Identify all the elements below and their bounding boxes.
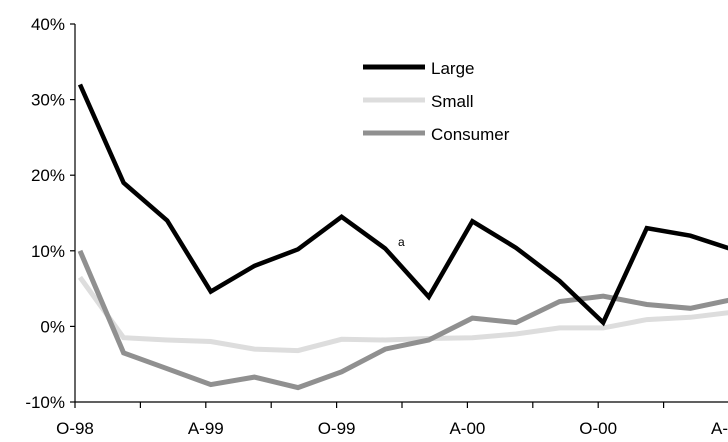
x-tick-label: A-99 (188, 419, 224, 438)
y-tick-label: 10% (31, 242, 65, 261)
x-tick-label: O-98 (56, 419, 94, 438)
y-tick-label: 30% (31, 91, 65, 110)
legend-item-large: Large (363, 59, 474, 78)
x-tick-label: A-00 (449, 419, 485, 438)
legend: Large Small Consumer (363, 59, 510, 144)
series-lines (77, 83, 728, 391)
x-tick-label: A-01 (711, 419, 728, 438)
legend-item-small: Small (363, 92, 474, 111)
series-line-small (77, 275, 728, 354)
x-tick-label: O-99 (318, 419, 356, 438)
y-tick-label: 40% (31, 15, 65, 34)
legend-label-large: Large (431, 59, 474, 78)
x-tick-label: O-00 (579, 419, 617, 438)
y-tick-label: -10% (25, 393, 65, 412)
legend-item-consumer: Consumer (363, 125, 510, 144)
y-tick-label: 0% (40, 317, 65, 336)
series-line-large (77, 83, 728, 327)
legend-label-consumer: Consumer (431, 125, 510, 144)
x-tick-group: O-98A-99O-99A-00O-00A-01O-01A-02 (56, 402, 728, 438)
y-tick-label: 20% (31, 166, 65, 185)
y-tick-group: 40% 30% 20% 10% 0% -10% (25, 15, 75, 412)
annotation-a: a (398, 235, 405, 249)
series-line-consumer (77, 249, 728, 391)
legend-label-small: Small (431, 92, 474, 111)
